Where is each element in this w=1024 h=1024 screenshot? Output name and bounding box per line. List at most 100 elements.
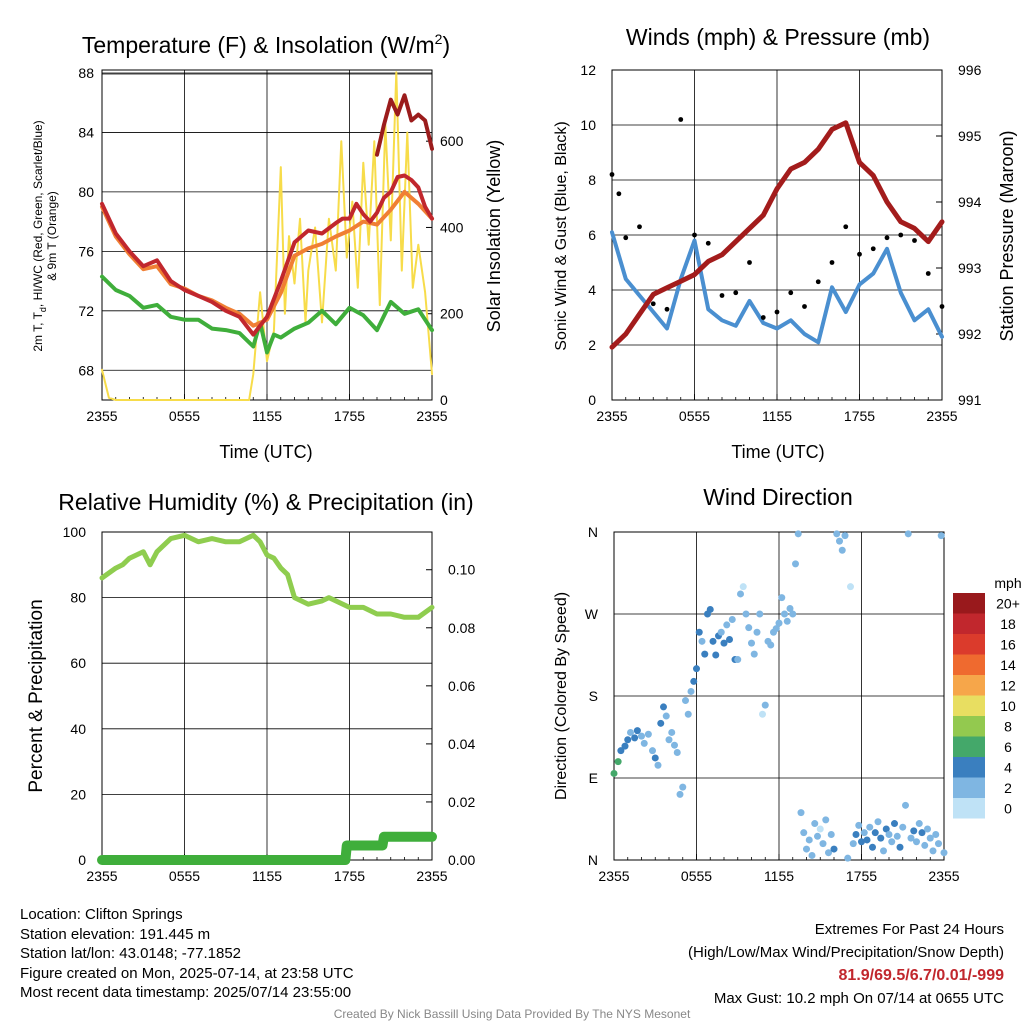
- gust-point: [939, 304, 945, 309]
- direction-point: [673, 748, 681, 756]
- legend-swatch: [953, 757, 985, 778]
- gust-point: [733, 290, 739, 296]
- direction-point: [849, 840, 857, 848]
- direction-point: [792, 560, 799, 568]
- temp-title-sup: 2: [435, 31, 443, 47]
- dir-ylabel-left: Direction (Colored By Speed): [553, 592, 570, 800]
- rh-y-tick-label: 60: [70, 655, 86, 671]
- direction-point: [778, 594, 786, 602]
- direction-point: [767, 641, 775, 649]
- direction-point: [808, 851, 816, 859]
- direction-point: [888, 838, 896, 846]
- direction-point: [929, 847, 937, 855]
- wind-right-tick-label: 994: [958, 194, 982, 210]
- direction-point: [921, 841, 929, 849]
- temp-ylabel-right: Solar Insolation (Yellow): [484, 140, 504, 332]
- direction-point: [926, 834, 934, 842]
- legend-label: 2: [1004, 780, 1012, 796]
- direction-point: [624, 736, 632, 744]
- direction-point: [772, 625, 780, 633]
- legend-swatch: [953, 798, 985, 819]
- wind-y-tick-label: 2: [588, 337, 596, 353]
- wind-x-tick-label: 1755: [844, 408, 875, 424]
- wind-right-tick-label: 991: [958, 392, 982, 408]
- gust-point: [788, 290, 794, 296]
- direction-point: [819, 840, 827, 848]
- direction-point: [896, 843, 904, 851]
- rh-ylabel-left: Percent & Precipitation: [26, 599, 47, 792]
- rh-y-tick-label: 0: [78, 852, 86, 868]
- gust-point: [650, 301, 656, 307]
- direction-point: [910, 827, 918, 835]
- wind-right-tick-label: 996: [958, 62, 982, 78]
- gust-point: [747, 260, 752, 265]
- wind-y-tick-label: 10: [580, 117, 596, 133]
- dir-y-tick-label: S: [589, 688, 598, 704]
- legend-label: 12: [1000, 677, 1016, 693]
- temp-ylabel-sub: d: [38, 307, 48, 312]
- legend-label: 8: [1004, 718, 1012, 734]
- direction-point: [662, 712, 670, 720]
- rh-right-tick-label: 0.06: [448, 678, 475, 694]
- direction-point: [734, 656, 742, 664]
- direction-point: [775, 619, 783, 627]
- wind-y-tick-label: 6: [588, 227, 596, 243]
- wind-right-tick-label: 992: [958, 326, 982, 342]
- gust-point: [760, 315, 766, 320]
- direction-point: [932, 830, 940, 838]
- extremes-info: Extremes For Past 24 Hours (High/Low/Max…: [688, 918, 1004, 1010]
- rh-right-tick-label: 0.00: [448, 852, 475, 868]
- legend-label: 6: [1004, 739, 1012, 755]
- dewpoint-line: [100, 274, 434, 355]
- legend-swatch: [953, 593, 985, 614]
- direction-point: [940, 849, 948, 857]
- wind-y-tick-label: 0: [588, 392, 596, 408]
- gust-point: [815, 279, 821, 285]
- direction-point: [869, 843, 876, 851]
- direction-point: [745, 624, 753, 632]
- legend-label: 14: [1000, 657, 1016, 673]
- dir-x-tick-label: 1755: [846, 868, 877, 884]
- wind-right-tick-label: 993: [958, 260, 982, 276]
- temp-y-tick-label: 84: [78, 124, 94, 140]
- temp-y-tick-label: 72: [78, 303, 94, 319]
- temp-ylabel-line1: 2m T, Td, HI/WC (Red, Green, Scarlet/Blu…: [31, 120, 48, 351]
- extremes-title: Extremes For Past 24 Hours: [814, 921, 1004, 938]
- dir-x-tick-label: 2355: [598, 868, 629, 884]
- max-gust-text: Max Gust: 10.2 mph On 07/14 at 0655 UTC: [713, 990, 1004, 1007]
- dir-x-tick-label: 2355: [928, 868, 959, 884]
- extremes-values: 81.9/69.5/6.7/0.01/-999: [838, 967, 1004, 984]
- wind-ylabel-right: Station Pressure (Maroon): [997, 130, 1017, 341]
- station-pressure-line: [609, 120, 945, 350]
- legend-swatch: [953, 613, 985, 634]
- gust-point: [664, 306, 670, 312]
- direction-point: [844, 854, 852, 862]
- direction-point: [723, 621, 731, 629]
- temp-right-tick-label: 600: [440, 133, 464, 149]
- direction-point: [902, 801, 909, 809]
- direction-point: [679, 783, 687, 791]
- direction-point: [644, 730, 652, 738]
- direction-point: [693, 665, 700, 673]
- gust-point: [637, 224, 642, 230]
- direction-point: [621, 742, 629, 750]
- legend-swatch: [953, 777, 985, 798]
- gust-point: [774, 309, 780, 315]
- temp-y-tick-label: 76: [78, 243, 94, 259]
- direction-point: [640, 739, 648, 747]
- gust-point: [857, 251, 862, 257]
- dir-y-tick-label: E: [589, 770, 598, 786]
- direction-point: [737, 590, 744, 598]
- direction-point: [698, 637, 706, 645]
- temp-x-tick-label: 1155: [252, 408, 282, 424]
- direction-point: [794, 530, 802, 538]
- temp-title: Temperature (F) & Insolation (W/m2): [82, 31, 450, 58]
- direction-point: [913, 838, 920, 846]
- dir-y-tick-label: N: [588, 524, 598, 540]
- direction-point: [852, 830, 860, 838]
- wind-x-tick-label: 0555: [679, 408, 710, 424]
- direction-point: [899, 823, 907, 831]
- direction-point: [617, 747, 625, 755]
- direction-point: [638, 732, 645, 740]
